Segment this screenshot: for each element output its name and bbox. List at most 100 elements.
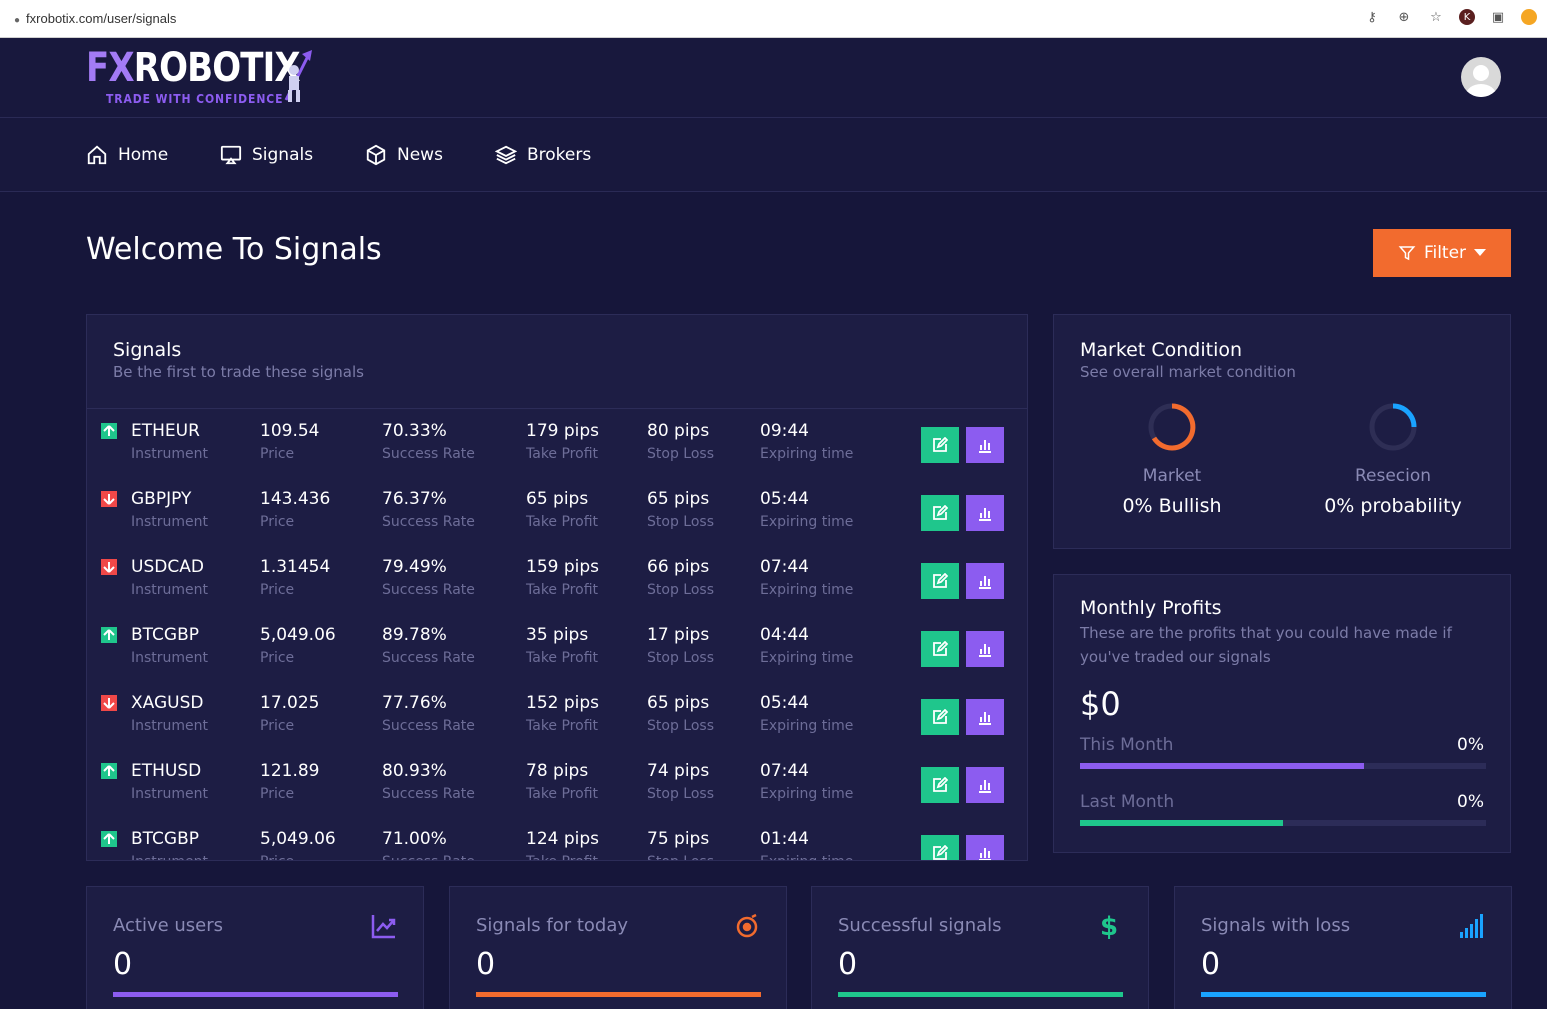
signal-expiring-value: 07:44 <box>760 557 809 577</box>
signal-price-label: Price <box>260 582 295 598</box>
edit-signal-button[interactable] <box>921 767 959 803</box>
signal-price-cell: 109.54 Price <box>260 421 319 462</box>
browser-icons: ⚷ ⊕ ☆ K ▣ <box>1363 8 1537 26</box>
signal-take-profit-label: Take Profit <box>526 786 599 802</box>
market-title: Market Condition <box>1080 339 1243 361</box>
last-month-value: 0% <box>1457 792 1484 812</box>
svg-text:$: $ <box>1100 913 1118 939</box>
signal-stop-loss-value: 65 pips <box>647 489 710 509</box>
key-icon[interactable]: ⚷ <box>1367 9 1377 25</box>
signal-stop-loss-value: 66 pips <box>647 557 710 577</box>
nav-signals-label: Signals <box>252 145 314 165</box>
market-subtitle: See overall market condition <box>1080 363 1296 381</box>
extension-icon[interactable] <box>1521 9 1537 25</box>
signal-take-profit-label: Take Profit <box>526 514 599 530</box>
signal-chart-button[interactable] <box>966 699 1004 735</box>
edit-icon <box>933 505 948 520</box>
signal-chart-button[interactable] <box>966 427 1004 463</box>
signal-instrument-cell: ETHUSD Instrument <box>131 761 208 802</box>
layers-icon <box>495 145 517 165</box>
arrow-down-icon <box>101 695 117 711</box>
edit-signal-button[interactable] <box>921 563 959 599</box>
signal-expiring-value: 09:44 <box>760 421 809 441</box>
profits-title: Monthly Profits <box>1080 597 1222 619</box>
signal-price-cell: 5,049.06 Price <box>260 625 336 666</box>
signal-take-profit-cell: 65 pips Take Profit <box>526 489 598 530</box>
logo-text: FXROBOTIX <box>86 48 301 88</box>
edit-signal-button[interactable] <box>921 427 959 463</box>
browser-bar: ● fxrobotix.com/user/signals ⚷ ⊕ ☆ K ▣ <box>0 0 1547 38</box>
edit-signal-button[interactable] <box>921 495 959 531</box>
last-month-progress <box>1080 820 1486 826</box>
nav-home-label: Home <box>118 145 169 165</box>
signal-success-cell: 76.37% Success Rate <box>382 489 475 530</box>
signal-stop-loss-cell: 74 pips Stop Loss <box>647 761 714 802</box>
signal-success-label: Success Rate <box>382 718 475 734</box>
signal-stop-loss-value: 80 pips <box>647 421 710 441</box>
signal-stop-loss-label: Stop Loss <box>647 514 714 530</box>
target-icon <box>736 913 758 938</box>
signal-success-label: Success Rate <box>382 514 475 530</box>
signal-success-label: Success Rate <box>382 650 475 666</box>
signal-expiring-cell: 09:44 Expiring time <box>760 421 853 462</box>
signal-row: BTCGBP Instrument 5,049.06 Price 71.00% Succe… <box>87 819 1027 860</box>
nav-signals[interactable]: Signals <box>220 142 313 168</box>
signal-chart-button[interactable] <box>966 495 1004 531</box>
signal-success-cell: 77.76% Success Rate <box>382 693 475 734</box>
signal-row: ETHUSD Instrument 121.89 Price 80.93% Success… <box>87 751 1027 819</box>
nav-home[interactable]: Home <box>86 142 168 168</box>
main-nav: Home Signals News Brokers <box>0 118 1547 192</box>
signal-price-cell: 143.436 Price <box>260 489 330 530</box>
signal-price-label: Price <box>260 786 295 802</box>
edit-signal-button[interactable] <box>921 699 959 735</box>
edit-signal-button[interactable] <box>921 835 959 860</box>
logo[interactable]: FXROBOTIX TRADE WITH CONFIDENCE <box>86 48 337 106</box>
signal-take-profit-cell: 124 pips Take Profit <box>526 829 599 860</box>
address-bar[interactable]: ● fxrobotix.com/user/signals <box>14 11 176 26</box>
star-icon[interactable]: ☆ <box>1430 9 1442 25</box>
profile-k-icon[interactable]: K <box>1459 9 1475 25</box>
signal-stop-loss-label: Stop Loss <box>647 582 714 598</box>
signal-take-profit-cell: 35 pips Take Profit <box>526 625 598 666</box>
edit-signal-button[interactable] <box>921 631 959 667</box>
signal-chart-button[interactable] <box>966 835 1004 860</box>
signal-price-value: 121.89 <box>260 761 320 781</box>
signal-stop-loss-cell: 65 pips Stop Loss <box>647 693 714 734</box>
image-ext-icon[interactable]: ▣ <box>1491 9 1505 25</box>
arrow-up-icon <box>101 423 117 439</box>
nav-news[interactable]: News <box>365 142 443 168</box>
signal-instrument-value: ETHEUR <box>131 421 200 441</box>
signal-stop-loss-label: Stop Loss <box>647 786 714 802</box>
signal-chart-button[interactable] <box>966 767 1004 803</box>
signal-stop-loss-cell: 65 pips Stop Loss <box>647 489 714 530</box>
bar-chart-icon <box>979 848 991 860</box>
signals-header: Signals Be the first to trade these sign… <box>87 315 1027 409</box>
signal-success-label: Success Rate <box>382 446 475 462</box>
signal-take-profit-label: Take Profit <box>526 582 599 598</box>
site-info-icon[interactable]: ● <box>14 15 21 26</box>
signals-card: Signals Be the first to trade these sign… <box>86 314 1028 861</box>
signal-stop-loss-cell: 66 pips Stop Loss <box>647 557 714 598</box>
signal-expiring-value: 04:44 <box>760 625 809 645</box>
logo-tagline: TRADE WITH CONFIDENCE <box>106 92 284 106</box>
signal-take-profit-label: Take Profit <box>526 446 599 462</box>
zoom-icon[interactable]: ⊕ <box>1398 9 1410 25</box>
signal-instrument-label: Instrument <box>131 446 209 462</box>
filter-button[interactable]: Filter <box>1373 229 1511 277</box>
nav-brokers[interactable]: Brokers <box>495 142 591 168</box>
signal-take-profit-value: 152 pips <box>526 693 600 713</box>
home-icon <box>87 145 107 165</box>
signal-expiring-cell: 07:44 Expiring time <box>760 557 853 598</box>
signal-price-cell: 17.025 Price <box>260 693 319 734</box>
user-avatar[interactable] <box>1461 57 1501 97</box>
recession-gauge-value: 0% probability <box>1324 495 1462 517</box>
signal-success-cell: 71.00% Success Rate <box>382 829 475 860</box>
signal-take-profit-value: 159 pips <box>526 557 600 577</box>
signal-success-cell: 89.78% Success Rate <box>382 625 475 666</box>
signal-instrument-value: GBPJPY <box>131 489 192 509</box>
url-text: fxrobotix.com/user/signals <box>26 11 177 26</box>
stat-card-active-users: Active users 0 <box>86 886 424 1009</box>
bar-chart-icon <box>979 712 991 725</box>
signal-chart-button[interactable] <box>966 563 1004 599</box>
signal-chart-button[interactable] <box>966 631 1004 667</box>
